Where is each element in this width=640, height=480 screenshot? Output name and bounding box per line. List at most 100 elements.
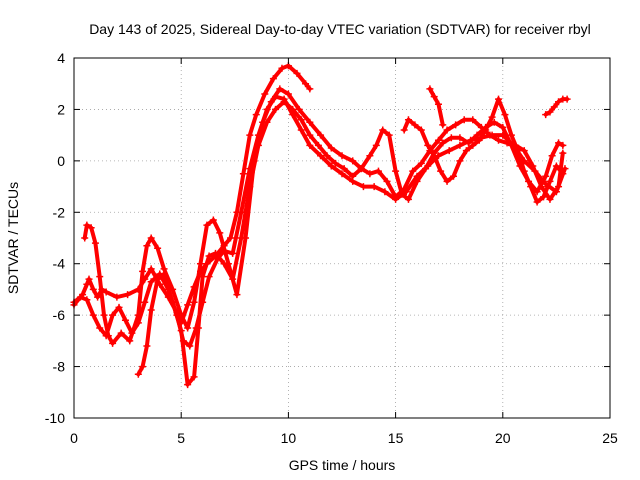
data-point-marker <box>91 239 99 247</box>
data-point-marker <box>482 126 490 134</box>
data-point-marker <box>126 337 134 345</box>
data-point-marker <box>154 275 162 283</box>
data-point-marker <box>452 121 460 129</box>
data-point-marker <box>338 152 346 160</box>
data-point-marker <box>422 165 430 173</box>
y-tick-label: 2 <box>57 101 65 117</box>
data-point-marker <box>456 157 464 165</box>
data-point-marker <box>209 216 217 224</box>
data-point-marker <box>366 152 374 160</box>
data-point-marker <box>552 162 560 170</box>
data-point-marker <box>186 342 194 350</box>
data-point-marker <box>100 311 108 319</box>
data-point-marker <box>280 98 288 106</box>
series-trace-line <box>427 86 445 127</box>
data-point-marker <box>533 198 541 206</box>
data-point-marker <box>87 224 95 232</box>
data-point-marker <box>469 141 477 149</box>
data-point-marker <box>559 141 567 149</box>
data-point-marker <box>460 116 468 124</box>
data-point-marker <box>327 144 335 152</box>
data-point-marker <box>542 111 550 119</box>
data-point-marker <box>205 252 213 260</box>
data-point-marker <box>495 95 503 103</box>
data-point-marker <box>381 188 389 196</box>
series-trace-7 <box>542 95 571 119</box>
data-point-marker <box>109 311 117 319</box>
series-trace-line <box>82 86 565 346</box>
data-point-marker <box>254 141 262 149</box>
data-point-marker <box>546 177 554 185</box>
data-point-marker <box>113 293 121 301</box>
data-point-marker <box>464 139 472 147</box>
data-point-marker <box>117 329 125 337</box>
data-point-marker <box>190 298 198 306</box>
data-point-marker <box>147 306 155 314</box>
data-point-marker <box>514 147 522 155</box>
data-point-marker <box>430 152 438 160</box>
data-point-marker <box>306 118 314 126</box>
x-tick-label: 15 <box>388 430 404 446</box>
data-point-marker <box>104 332 112 340</box>
data-point-marker <box>194 324 202 332</box>
data-point-marker <box>323 152 331 160</box>
data-point-marker <box>184 324 192 332</box>
data-point-marker <box>404 116 412 124</box>
series-trace-4 <box>134 98 567 389</box>
data-point-marker <box>370 183 378 191</box>
data-point-marker <box>439 121 447 129</box>
data-point-marker <box>203 221 211 229</box>
data-point-marker <box>439 139 447 147</box>
data-point-marker <box>109 339 117 347</box>
data-point-marker <box>443 126 451 134</box>
data-point-marker <box>237 234 245 242</box>
y-axis-label: SDTVAR / TECUs <box>5 182 21 294</box>
data-point-marker <box>392 193 400 201</box>
data-point-marker <box>306 131 314 139</box>
data-point-marker <box>134 370 142 378</box>
data-point-marker <box>434 100 442 108</box>
data-point-marker <box>83 296 91 304</box>
data-point-marker <box>445 147 453 155</box>
data-point-marker <box>456 134 464 142</box>
data-point-marker <box>555 98 563 106</box>
data-point-marker <box>499 123 507 131</box>
data-point-marker <box>338 170 346 178</box>
data-point-marker <box>147 234 155 242</box>
data-point-marker <box>469 116 477 124</box>
y-tick-label: -8 <box>53 359 66 375</box>
data-point-marker <box>486 131 494 139</box>
data-point-marker <box>434 136 442 144</box>
data-point-marker <box>267 98 275 106</box>
data-point-marker <box>85 275 93 283</box>
data-point-marker <box>233 291 241 299</box>
data-point-marker <box>306 85 314 93</box>
x-tick-label: 5 <box>177 430 185 446</box>
data-point-marker <box>357 165 365 173</box>
data-point-marker <box>284 90 292 98</box>
data-point-marker <box>295 105 303 113</box>
data-point-marker <box>404 195 412 203</box>
data-point-marker <box>143 242 151 250</box>
data-point-marker <box>488 113 496 121</box>
data-point-marker <box>449 172 457 180</box>
y-tick-label: -2 <box>53 204 66 220</box>
series-trace-line <box>402 97 565 204</box>
data-point-marker <box>169 298 177 306</box>
data-point-marker <box>555 139 563 147</box>
data-point-marker <box>385 131 393 139</box>
data-point-marker <box>246 131 254 139</box>
data-point-marker <box>141 298 149 306</box>
data-point-marker <box>124 291 132 299</box>
data-point-marker <box>289 105 297 113</box>
data-point-marker <box>417 126 425 134</box>
y-tick-label: -4 <box>53 256 66 272</box>
data-point-marker <box>426 85 434 93</box>
x-tick-label: 25 <box>602 430 618 446</box>
data-point-marker <box>411 121 419 129</box>
data-point-marker <box>216 229 224 237</box>
data-point-marker <box>229 275 237 283</box>
data-point-marker <box>507 131 515 139</box>
x-tick-label: 10 <box>281 430 297 446</box>
